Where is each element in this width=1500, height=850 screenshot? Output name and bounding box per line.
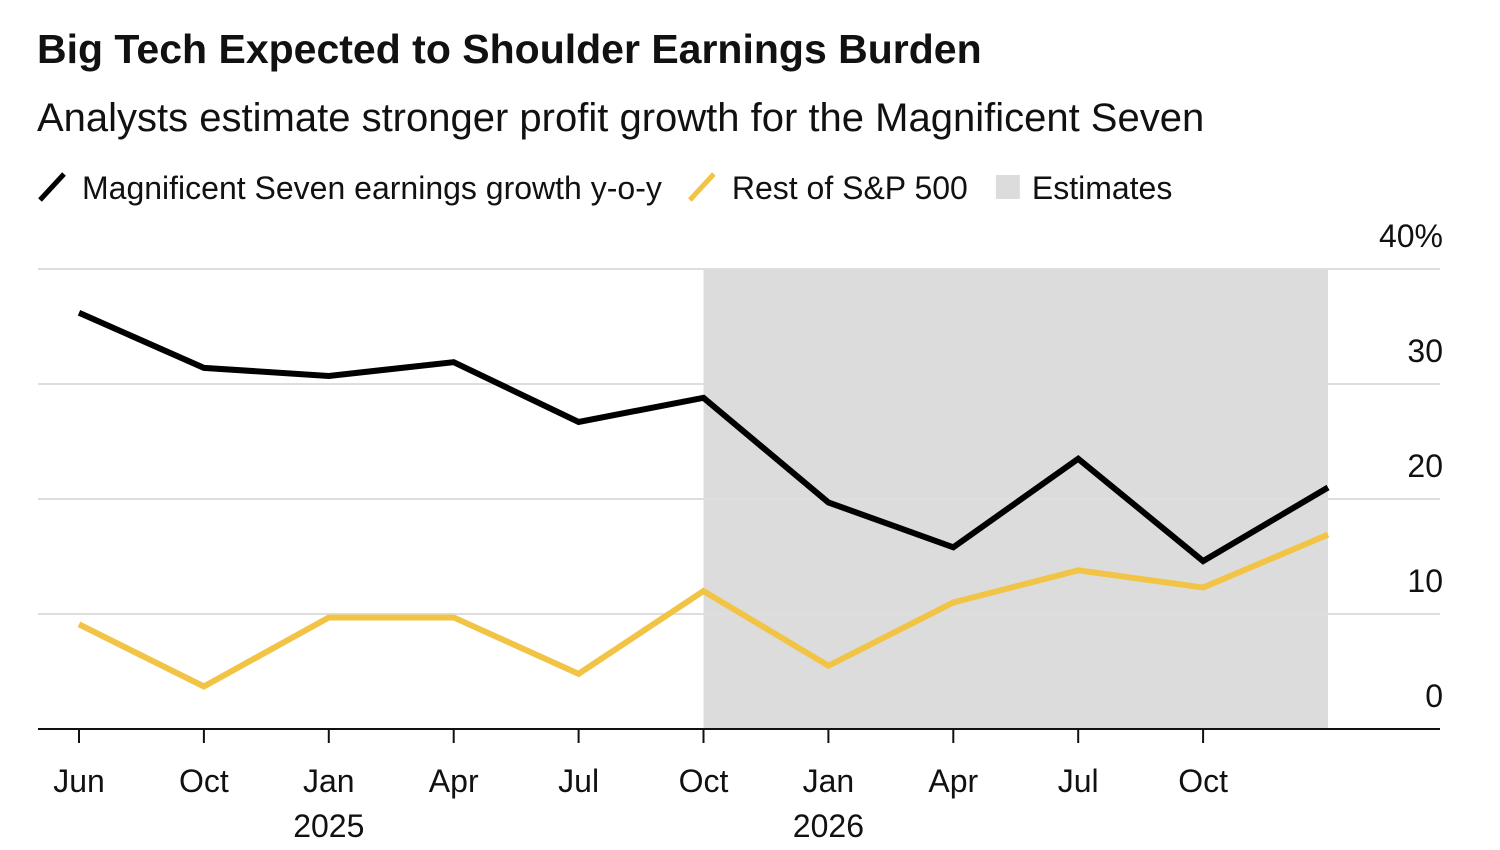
x-tick-label: Jul (558, 763, 599, 799)
legend-label: Estimates (1032, 170, 1172, 206)
series-line (77, 531, 1330, 690)
y-tick-label: 10 (1407, 563, 1443, 599)
x-tick-label: Jan (803, 763, 855, 799)
x-tick-label: Jun (53, 763, 105, 799)
legend-label: Magnificent Seven earnings growth y-o-y (82, 170, 662, 206)
x-tick-label: Apr (429, 763, 479, 799)
y-tick-label: 30 (1407, 333, 1443, 369)
legend-swatch (38, 172, 66, 202)
x-year-label: 2025 (293, 808, 364, 844)
chart-subtitle: Analysts estimate stronger profit growth… (37, 96, 1204, 140)
x-year-label: 2026 (793, 808, 864, 844)
legend-swatch (995, 175, 1020, 199)
x-tick-label: Oct (179, 763, 229, 799)
x-tick-label: Oct (1178, 763, 1228, 799)
y-tick-label: 20 (1407, 448, 1443, 484)
x-tick-label: Jan (303, 763, 355, 799)
series-line (77, 309, 1330, 565)
y-tick-label: 40% (1379, 218, 1443, 254)
legend-label: Rest of S&P 500 (732, 170, 968, 206)
x-tick-label: Jul (1058, 763, 1099, 799)
y-tick-label: 0 (1425, 678, 1443, 714)
x-tick-label: Apr (928, 763, 978, 799)
legend-swatch (688, 172, 716, 202)
x-tick-label: Oct (679, 763, 729, 799)
chart-title: Big Tech Expected to Shoulder Earnings B… (37, 26, 982, 72)
